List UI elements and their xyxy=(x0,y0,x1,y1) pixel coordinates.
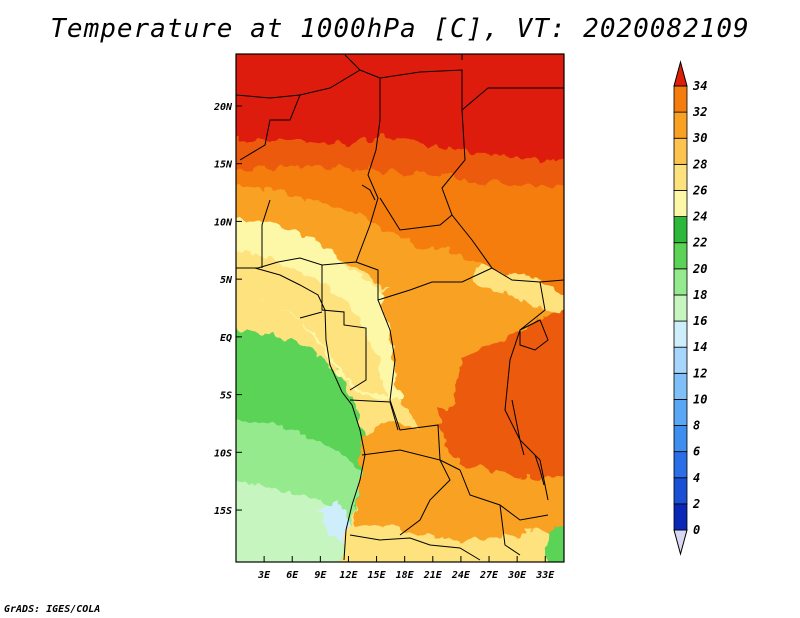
colorbar-segment xyxy=(673,503,688,531)
lon-tick-label: 33E xyxy=(535,570,555,581)
lat-tick-label: 10N xyxy=(214,217,233,228)
colorbar-segment xyxy=(673,163,688,191)
lon-tick-label: 12E xyxy=(339,570,358,581)
lon-tick-label: 24E xyxy=(451,570,471,581)
lat-tick-label: 20N xyxy=(213,102,233,113)
colorbar-label: 34 xyxy=(692,79,707,93)
colorbar-label: 32 xyxy=(692,105,707,119)
colorbar-segment xyxy=(673,268,688,296)
colorbar-segment xyxy=(673,294,688,322)
colorbar-segment xyxy=(673,346,688,374)
colorbar-segment xyxy=(673,399,688,426)
lon-tick-label: 9E xyxy=(314,570,327,581)
credit-label: GrADS: IGES/COLA xyxy=(4,604,101,615)
colorbar-label: 24 xyxy=(692,210,707,224)
colorbar-segment xyxy=(673,190,688,217)
colorbar-label: 18 xyxy=(693,288,707,302)
lon-tick-label: 30E xyxy=(507,570,527,581)
colorbar-label: 22 xyxy=(692,236,707,250)
lat-tick-label: 5N xyxy=(220,275,233,286)
colorbar-label: 30 xyxy=(692,131,707,145)
colorbar-segment xyxy=(673,425,688,453)
colorbar-label: 14 xyxy=(693,340,707,354)
colorbar-label: 12 xyxy=(693,366,707,380)
colorbar-segment xyxy=(673,372,688,400)
colorbar-max-arrow xyxy=(673,60,688,87)
colorbar-label: 6 xyxy=(693,445,700,459)
colorbar-label: 2 xyxy=(692,497,700,511)
colorbar-segment xyxy=(673,111,688,139)
lat-tick-label: EQ xyxy=(220,333,232,344)
colorbar-label: 0 xyxy=(693,523,700,537)
colorbar-segment xyxy=(673,137,688,165)
map-frame xyxy=(235,53,565,563)
colorbar-label: 4 xyxy=(693,471,700,485)
map-title: Temperature at 1000hPa [C], VT: 20200821… xyxy=(50,14,750,44)
colorbar-min-arrow xyxy=(673,529,688,556)
longitude-axis: 3E 6E 9E 12E 15E 18E 21E 24E 27E 30E 33E xyxy=(257,556,555,581)
colorbar-label: 8 xyxy=(693,419,700,433)
colorbar-label: 28 xyxy=(692,157,707,171)
colorbar-label: 26 xyxy=(692,183,707,197)
lon-tick-label: 3E xyxy=(257,570,271,581)
colorbar-segment xyxy=(673,242,688,270)
lon-tick-label: 18E xyxy=(396,570,415,581)
latitude-axis: 20N 15N 10N 5N EQ 5S 10S 15S xyxy=(213,102,242,517)
colorbar-segment xyxy=(673,477,688,505)
colorbar-segment xyxy=(673,320,688,348)
lon-tick-label: 6E xyxy=(286,570,299,581)
colorbar-segment xyxy=(673,216,688,244)
lon-tick-label: 27E xyxy=(479,570,499,581)
temperature-field xyxy=(236,54,564,562)
colorbar-segment xyxy=(673,85,688,113)
lat-tick-label: 15N xyxy=(214,160,233,171)
lon-tick-label: 15E xyxy=(368,570,387,581)
colorbar-label: 10 xyxy=(693,392,707,406)
lat-tick-label: 5S xyxy=(220,391,232,402)
lon-tick-label: 21E xyxy=(423,570,443,581)
lat-tick-label: 10S xyxy=(214,448,232,459)
lat-tick-label: 15S xyxy=(214,506,232,517)
colorbar-label: 16 xyxy=(693,314,707,328)
country-borders xyxy=(236,54,564,561)
colorbar-label: 20 xyxy=(692,262,707,276)
colorbar-segment xyxy=(673,451,688,479)
